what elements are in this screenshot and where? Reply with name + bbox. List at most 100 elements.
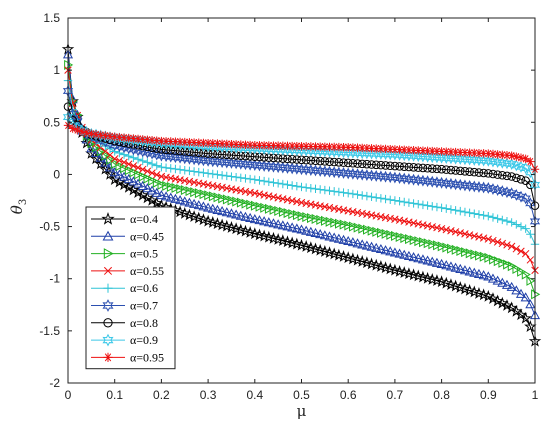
data-point — [274, 194, 282, 202]
data-point — [179, 196, 190, 206]
data-point — [521, 249, 530, 258]
data-point — [161, 191, 172, 201]
data-point — [95, 152, 106, 162]
data-point — [180, 137, 189, 147]
data-point — [520, 192, 531, 205]
data-point — [386, 144, 395, 154]
data-point — [375, 243, 386, 254]
data-point — [385, 161, 395, 171]
data-point — [92, 142, 102, 153]
data-point — [474, 148, 484, 158]
data-point — [236, 140, 245, 149]
data-point — [213, 170, 222, 179]
data-point — [236, 173, 245, 182]
data-point — [395, 197, 404, 206]
data-point — [143, 135, 152, 145]
data-point — [348, 189, 358, 199]
data-point — [338, 234, 349, 244]
data-point — [344, 220, 354, 231]
legend-label: α=0.4 — [130, 212, 158, 226]
data-point — [129, 162, 138, 170]
data-point — [502, 171, 512, 181]
data-point — [301, 142, 311, 151]
y-axis-label-symbol: θ — [8, 205, 26, 214]
data-point — [212, 204, 223, 214]
data-point — [409, 163, 418, 172]
data-point — [86, 143, 97, 153]
data-point — [456, 166, 465, 176]
legend-marker — [103, 248, 114, 260]
data-point — [390, 161, 400, 171]
data-point — [231, 209, 242, 219]
data-point — [353, 190, 362, 199]
data-point — [519, 311, 532, 324]
data-point — [493, 256, 503, 267]
y-tick-label: 0 — [53, 167, 60, 181]
data-point — [381, 161, 390, 170]
data-point — [498, 215, 507, 225]
data-point — [245, 212, 256, 222]
data-point — [106, 151, 114, 159]
data-point — [491, 294, 504, 307]
data-point — [171, 182, 181, 194]
x-tick-label: 0.2 — [153, 388, 170, 402]
x-tick-label: 0.3 — [200, 388, 217, 402]
data-point — [129, 167, 139, 178]
y-tick-label: -2 — [49, 376, 60, 390]
data-point — [291, 223, 302, 233]
data-point — [292, 210, 303, 221]
legend-label: α=0.9 — [130, 333, 158, 347]
legend-entry: α=0.8 — [91, 316, 158, 330]
data-point — [344, 143, 353, 152]
data-point — [442, 242, 452, 253]
data-point — [152, 161, 161, 170]
data-point — [428, 223, 436, 231]
data-point — [269, 193, 278, 201]
data-point — [395, 145, 404, 154]
data-point — [423, 146, 432, 156]
data-point — [250, 175, 259, 184]
data-point — [246, 199, 256, 210]
legend-marker — [103, 266, 113, 275]
data-point — [478, 270, 489, 280]
data-point — [433, 224, 441, 232]
data-point — [423, 222, 432, 230]
data-point — [381, 144, 390, 154]
data-point — [115, 133, 124, 142]
data-point — [409, 199, 418, 208]
data-point — [479, 149, 488, 158]
data-point — [353, 159, 362, 168]
data-point — [124, 160, 133, 168]
data-point — [148, 175, 158, 186]
data-point — [278, 179, 288, 189]
data-point — [73, 125, 82, 135]
data-point — [133, 178, 144, 188]
data-point — [148, 169, 156, 177]
data-point — [101, 131, 110, 140]
data-point — [498, 150, 507, 160]
data-point — [363, 224, 373, 235]
data-point — [451, 244, 461, 255]
data-point — [526, 180, 535, 190]
data-point — [142, 183, 153, 193]
legend-marker — [103, 283, 113, 293]
data-point — [251, 189, 259, 197]
data-point — [474, 210, 484, 219]
data-point — [236, 197, 247, 208]
legend-entry: α=0.55 — [91, 264, 164, 278]
data-point — [470, 232, 479, 240]
legend-label: α=0.45 — [130, 229, 164, 243]
x-tick-label: 0.6 — [340, 388, 357, 402]
data-point — [348, 158, 358, 168]
data-point — [105, 132, 115, 141]
data-point — [264, 141, 274, 150]
data-point — [507, 261, 517, 272]
data-point — [283, 207, 293, 219]
data-point — [227, 172, 236, 181]
data-point — [451, 228, 460, 236]
legend-marker — [103, 318, 113, 328]
data-point — [521, 154, 530, 163]
data-point — [217, 206, 228, 216]
data-point — [265, 192, 273, 200]
data-point — [461, 230, 469, 238]
